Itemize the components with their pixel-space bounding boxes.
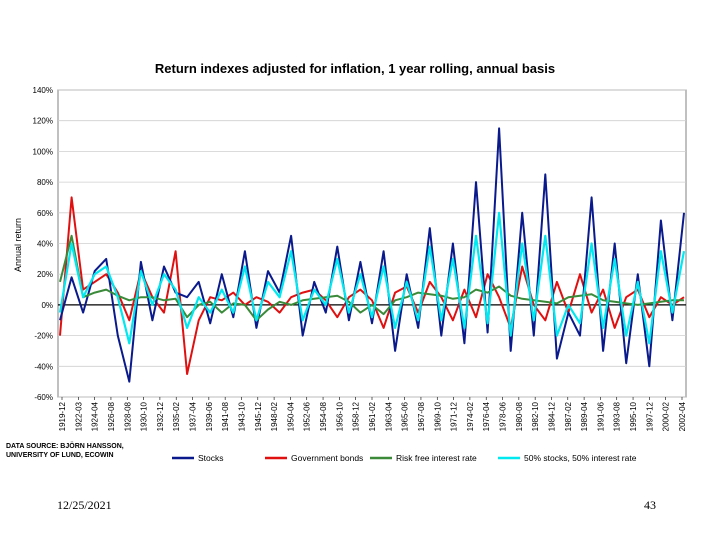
x-tick-label: 1945-12 — [254, 401, 263, 431]
x-tick-label: 1971-12 — [450, 401, 459, 431]
x-tick-label: 1935-02 — [172, 401, 181, 431]
x-tick-label: 1976-04 — [482, 401, 491, 431]
y-tick-label: 20% — [37, 270, 53, 279]
x-tick-label: 1952-06 — [303, 401, 312, 431]
x-tick-label: 1926-08 — [107, 401, 116, 431]
x-tick-label: 1941-08 — [221, 401, 230, 431]
x-tick-label: 1978-06 — [499, 401, 508, 431]
x-tick-label: 1997-12 — [645, 401, 654, 431]
x-tick-label: 1967-08 — [417, 401, 426, 431]
y-tick-label: 120% — [33, 117, 53, 126]
x-tick-label: 1982-10 — [531, 401, 540, 431]
x-tick-label: 1956-10 — [335, 401, 344, 431]
x-tick-label: 1937-04 — [189, 401, 198, 431]
series-line-risk-free-interest-rate — [59, 234, 684, 322]
x-axis: 1919-12 1922-03 1924-04 1926-08 1928-08 1930-… — [58, 397, 687, 431]
x-tick-label: 1924-04 — [91, 401, 100, 431]
x-tick-label: 1991-06 — [596, 401, 605, 431]
source-line-2: UNIVERSITY OF LUND, ECOWIN — [6, 452, 114, 459]
y-tick-label: -60% — [34, 393, 53, 402]
y-tick-label: 100% — [33, 147, 53, 156]
legend-label: Risk free interest rate — [396, 453, 477, 463]
series-line-government-bonds — [59, 196, 685, 375]
x-tick-label: 2000-02 — [662, 401, 671, 431]
x-tick-label: 1963-04 — [384, 401, 393, 431]
y-tick-label: 140% — [33, 86, 53, 95]
y-tick-label: 80% — [37, 178, 53, 187]
x-tick-label: 1987-02 — [564, 401, 573, 431]
x-tick-label: 1974-02 — [466, 401, 475, 431]
slide-number: 43 — [644, 498, 656, 512]
x-tick-label: 1943-10 — [237, 401, 246, 431]
x-tick-label: 1969-10 — [433, 401, 442, 431]
y-tick-label: 60% — [37, 209, 53, 218]
chart-title: Return indexes adjusted for inflation, 1… — [155, 61, 555, 76]
x-tick-label: 1984-12 — [547, 401, 556, 431]
legend-label: Government bonds — [291, 453, 363, 463]
y-tick-label: 40% — [37, 240, 53, 249]
x-tick-label: 2002-04 — [678, 401, 687, 431]
y-tick-label: 0% — [41, 301, 53, 310]
x-tick-label: 1961-02 — [368, 401, 377, 431]
x-tick-label: 1930-10 — [140, 401, 149, 431]
x-tick-label: 1928-08 — [123, 401, 132, 431]
x-tick-label: 1980-08 — [515, 401, 524, 431]
plot-area — [57, 89, 687, 398]
y-tick-label: -40% — [34, 362, 53, 371]
x-tick-label: 1948-02 — [270, 401, 279, 431]
x-tick-label: 1939-06 — [205, 401, 214, 431]
y-axis-label: Annual return — [13, 218, 23, 272]
x-tick-label: 1995-10 — [629, 401, 638, 431]
source-line-1: DATA SOURCE: BJÖRN HANSSON, — [6, 443, 124, 450]
chart: Return indexes adjusted for inflation, 1… — [13, 61, 687, 463]
series-line-stocks — [59, 127, 685, 383]
x-tick-label: 1932-12 — [156, 401, 165, 431]
y-axis: 140% 120% 100% 80% 60% 40% 20% 0% -20% -40% -60% — [33, 86, 53, 402]
data-source-note: DATA SOURCE: BJÖRN HANSSON, UNIVERSITY O… — [6, 442, 124, 460]
legend-label: 50% stocks, 50% interest rate — [524, 453, 637, 463]
x-tick-label: 1922-03 — [74, 401, 83, 431]
x-tick-label: 1919-12 — [58, 401, 67, 431]
slide-date: 12/25/2021 — [57, 498, 112, 512]
series-line-50-stocks-50-interest-rate — [58, 211, 686, 345]
x-tick-label: 1954-08 — [319, 401, 328, 431]
x-tick-label: 1950-04 — [286, 401, 295, 431]
x-tick-label: 1965-06 — [401, 401, 410, 431]
x-tick-label: 1958-12 — [352, 401, 361, 431]
x-tick-label: 1993-08 — [613, 401, 622, 431]
y-tick-label: -20% — [34, 332, 53, 341]
legend: Stocks Government bonds Risk free interest… — [172, 453, 637, 463]
x-tick-label: 1989-04 — [580, 401, 589, 431]
legend-label: Stocks — [198, 453, 224, 463]
